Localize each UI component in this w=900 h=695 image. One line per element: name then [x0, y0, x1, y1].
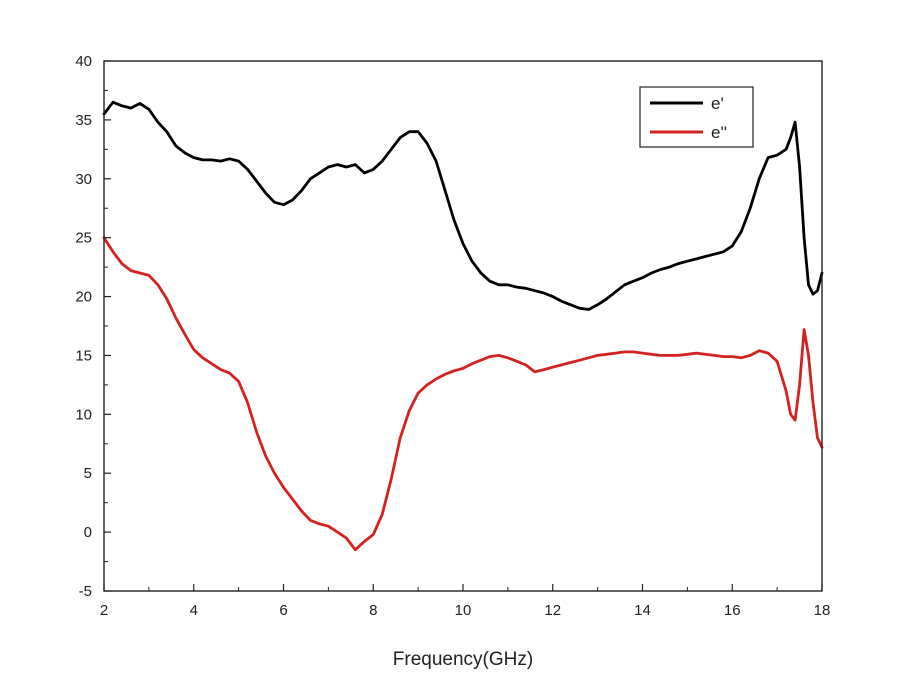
y-tick-label: 0	[84, 524, 92, 541]
plot-lines	[102, 100, 824, 552]
x-tick-label: 8	[369, 602, 377, 619]
x-tick-label: 10	[455, 602, 472, 619]
x-axis-ticks: 2 4 6 8 10 12 14 16 18	[100, 584, 831, 619]
y-tick-label: 30	[75, 171, 92, 188]
series-line-e-prime	[102, 100, 824, 311]
legend: e' e''	[639, 86, 754, 148]
x-tick-label: 16	[724, 602, 741, 619]
y-tick-label: 25	[75, 230, 92, 247]
y-axis-ticks: -5 0 5 10 15 20 25 30 35 40	[75, 53, 111, 600]
x-tick-label: 4	[190, 602, 198, 619]
y-tick-label: 5	[84, 465, 92, 482]
x-tick-label: 12	[544, 602, 561, 619]
x-tick-label: 6	[279, 602, 287, 619]
x-tick-label: 14	[634, 602, 651, 619]
y-tick-label: 35	[75, 112, 92, 129]
series-line-e-double-prime	[102, 236, 824, 552]
y-tick-label: 20	[75, 289, 92, 306]
y-tick-label: 10	[75, 406, 92, 423]
legend-label-e-double-prime: e''	[711, 123, 727, 142]
x-tick-label: 2	[100, 602, 108, 619]
x-axis-label: Frequency(GHz)	[393, 649, 533, 670]
x-tick-label: 18	[814, 602, 831, 619]
y-tick-label: -5	[79, 583, 92, 600]
legend-box	[639, 86, 754, 148]
legend-label-e-prime: e'	[711, 94, 724, 113]
y-tick-label: 15	[75, 347, 92, 364]
y-tick-label: 40	[75, 53, 92, 70]
